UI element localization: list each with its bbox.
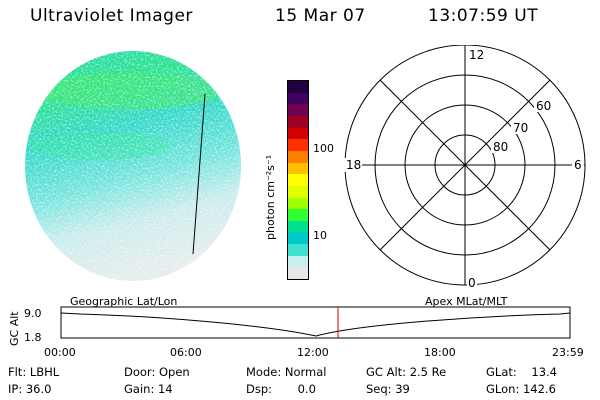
colorbar-segment <box>288 174 308 186</box>
apex-caption: Apex MLat/MLT <box>425 295 508 308</box>
timeline-y-tick-high: 9.0 <box>24 307 42 320</box>
colorbar-segment <box>288 127 308 140</box>
meridian-diagonal-2 <box>379 79 551 251</box>
time-tick-12: 12:00 <box>297 346 329 359</box>
ip-info: IP: 36.0 <box>8 382 52 396</box>
gc-alt-info: GC Alt: 2.5 Re <box>366 365 447 379</box>
polar-mlt-plot: 12 18 6 0 60 70 80 <box>344 45 586 290</box>
timeline-y-axis-label: GC Alt <box>8 311 21 346</box>
time-tick-06: 06:00 <box>170 346 202 359</box>
colorbar-segment <box>288 255 308 268</box>
colorbar-segment <box>288 244 308 256</box>
filter-info: Flt: LBHL <box>8 365 60 379</box>
meridian-line <box>192 93 206 255</box>
colorbar-segment <box>288 209 308 221</box>
time-tick-00: 00:00 <box>44 346 76 359</box>
colorbar-tick-10: 10 <box>313 229 327 242</box>
lat-label-60: 60 <box>536 99 551 113</box>
colorbar-segment <box>288 267 308 279</box>
lat-label-80: 80 <box>493 140 508 154</box>
mlt-label-0: 0 <box>468 276 476 290</box>
colorbar-segment <box>288 232 308 245</box>
colorbar-segment <box>288 197 308 210</box>
time-tick-2359: 23:59 <box>552 346 584 359</box>
colorbar-unit-label: photon cm⁻²s⁻¹ <box>264 154 277 240</box>
auroral-image <box>25 51 241 281</box>
altitude-timeline <box>60 306 571 339</box>
colorbar-segment <box>288 116 308 128</box>
mlt-label-12: 12 <box>469 48 484 62</box>
dsp-info: Dsp: 0.0 <box>246 382 316 396</box>
colorbar-segment <box>288 81 308 93</box>
glat-info: GLat: 13.4 <box>486 365 557 379</box>
color-scale-bar <box>287 80 309 280</box>
timeline-y-tick-low: 1.8 <box>24 331 42 344</box>
gain-info: Gain: 14 <box>124 382 173 396</box>
colorbar-segment <box>288 139 308 151</box>
glon-info: GLon: 142.6 <box>486 382 556 396</box>
mlt-label-18: 18 <box>346 158 361 172</box>
colorbar-segment <box>288 162 308 175</box>
image-time: 13:07:59 UT <box>428 6 539 26</box>
uv-image-panel <box>25 51 241 281</box>
mlt-label-6: 6 <box>574 158 582 172</box>
colorbar-segment <box>288 220 308 233</box>
colorbar-segment <box>288 185 308 198</box>
colorbar-segment <box>288 150 308 163</box>
colorbar-segment <box>288 104 308 117</box>
instrument-title: Ultraviolet Imager <box>30 6 193 26</box>
door-info: Door: Open <box>124 365 190 379</box>
image-date: 15 Mar 07 <box>275 6 366 26</box>
time-tick-18: 18:00 <box>424 346 456 359</box>
mode-info: Mode: Normal <box>246 365 327 379</box>
geographic-caption: Geographic Lat/Lon <box>70 295 178 308</box>
seq-info: Seq: 39 <box>366 382 410 396</box>
colorbar-tick-100: 100 <box>313 142 334 155</box>
lat-label-70: 70 <box>513 121 528 135</box>
altitude-curve <box>60 312 571 337</box>
colorbar-segment <box>288 92 308 105</box>
